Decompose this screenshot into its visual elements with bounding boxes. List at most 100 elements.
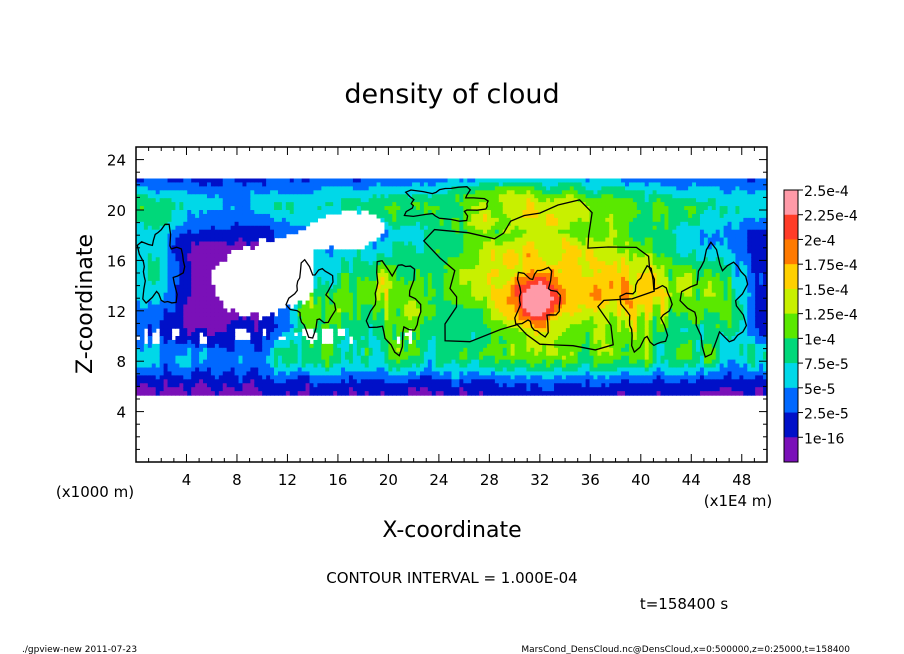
field-cell bbox=[199, 316, 204, 321]
field-cell bbox=[187, 320, 192, 325]
field-cell bbox=[305, 359, 311, 365]
field-cell bbox=[147, 178, 153, 184]
field-cell bbox=[455, 253, 460, 258]
field-cell bbox=[364, 300, 370, 306]
field-cell bbox=[199, 320, 204, 325]
field-cell bbox=[309, 343, 315, 349]
field-cell bbox=[506, 198, 512, 203]
field-cell bbox=[191, 190, 196, 195]
field-cell bbox=[136, 198, 141, 203]
field-cell bbox=[151, 190, 157, 195]
field-cell bbox=[191, 237, 196, 243]
field-cell bbox=[199, 261, 204, 266]
field-cell bbox=[467, 379, 472, 384]
field-cell bbox=[459, 387, 464, 392]
field-cell bbox=[277, 320, 283, 325]
field-cell bbox=[352, 312, 358, 317]
field-cell bbox=[206, 202, 212, 207]
field-cell bbox=[467, 198, 472, 203]
field-cell bbox=[455, 225, 460, 231]
field-cell bbox=[147, 276, 153, 282]
field-cell bbox=[530, 210, 535, 215]
field-cell bbox=[388, 210, 393, 215]
field-cell bbox=[321, 347, 326, 353]
field-cell bbox=[274, 383, 279, 388]
field-cell bbox=[439, 225, 445, 231]
field-cell bbox=[155, 273, 161, 278]
field-cell bbox=[423, 229, 429, 235]
field-cell bbox=[345, 288, 350, 294]
field-cell bbox=[246, 198, 251, 203]
field-cell bbox=[384, 288, 389, 294]
field-cell bbox=[486, 206, 492, 211]
field-cell bbox=[475, 225, 480, 231]
field-cell bbox=[490, 237, 496, 243]
field-cell bbox=[356, 363, 362, 369]
field-cell bbox=[281, 221, 287, 227]
field-cell bbox=[396, 371, 401, 376]
field-cell bbox=[416, 324, 421, 329]
field-cell bbox=[321, 202, 326, 207]
field-cell bbox=[159, 265, 165, 270]
field-cell bbox=[226, 383, 232, 388]
field-cell bbox=[281, 213, 287, 219]
field-cell bbox=[490, 324, 496, 329]
field-cell bbox=[151, 355, 157, 361]
field-cell bbox=[270, 229, 275, 235]
field-cell bbox=[250, 198, 255, 203]
field-cell bbox=[522, 292, 528, 298]
field-cell bbox=[494, 217, 500, 223]
field-cell bbox=[416, 304, 421, 310]
field-cell bbox=[210, 304, 216, 310]
field-cell bbox=[498, 241, 504, 247]
field-cell bbox=[187, 217, 192, 223]
field-cell bbox=[329, 190, 334, 195]
field-cell bbox=[329, 387, 334, 392]
field-cell bbox=[475, 324, 480, 329]
field-cell bbox=[498, 292, 504, 298]
field-cell bbox=[419, 355, 425, 361]
field-cell bbox=[494, 312, 500, 317]
field-cell bbox=[151, 343, 157, 349]
field-cell bbox=[396, 245, 401, 250]
field-cell bbox=[384, 371, 389, 376]
field-cell bbox=[187, 308, 192, 313]
field-cell bbox=[506, 371, 512, 376]
field-cell bbox=[463, 383, 468, 388]
field-cell bbox=[423, 351, 429, 357]
field-cell bbox=[254, 233, 259, 239]
field-cell bbox=[431, 296, 437, 302]
field-cell bbox=[203, 312, 208, 317]
field-cell bbox=[455, 316, 460, 321]
field-cell bbox=[435, 355, 441, 361]
field-cell bbox=[325, 347, 330, 353]
field-cell bbox=[210, 336, 216, 341]
field-cell bbox=[352, 273, 358, 278]
field-cell bbox=[479, 296, 484, 302]
field-cell bbox=[136, 178, 141, 184]
field-cell bbox=[270, 379, 275, 384]
field-cell bbox=[435, 351, 441, 357]
field-cell bbox=[483, 383, 488, 388]
field-cell bbox=[376, 198, 382, 203]
field-cell bbox=[376, 391, 382, 396]
field-cell bbox=[372, 269, 378, 274]
field-cell bbox=[317, 339, 322, 345]
field-cell bbox=[147, 198, 153, 203]
field-cell bbox=[195, 221, 200, 227]
field-cell bbox=[400, 229, 405, 235]
field-cell bbox=[518, 217, 524, 223]
field-cell bbox=[360, 328, 366, 333]
field-cell bbox=[530, 363, 535, 369]
field-cell bbox=[266, 213, 271, 219]
field-cell bbox=[376, 280, 382, 286]
field-cell bbox=[297, 213, 303, 219]
field-cell bbox=[380, 194, 386, 199]
field-cell bbox=[329, 300, 334, 306]
field-cell bbox=[506, 355, 512, 361]
field-cell bbox=[254, 371, 259, 376]
field-cell bbox=[230, 312, 236, 317]
field-cell bbox=[400, 178, 405, 184]
field-cell bbox=[163, 288, 169, 294]
field-cell bbox=[206, 210, 212, 215]
